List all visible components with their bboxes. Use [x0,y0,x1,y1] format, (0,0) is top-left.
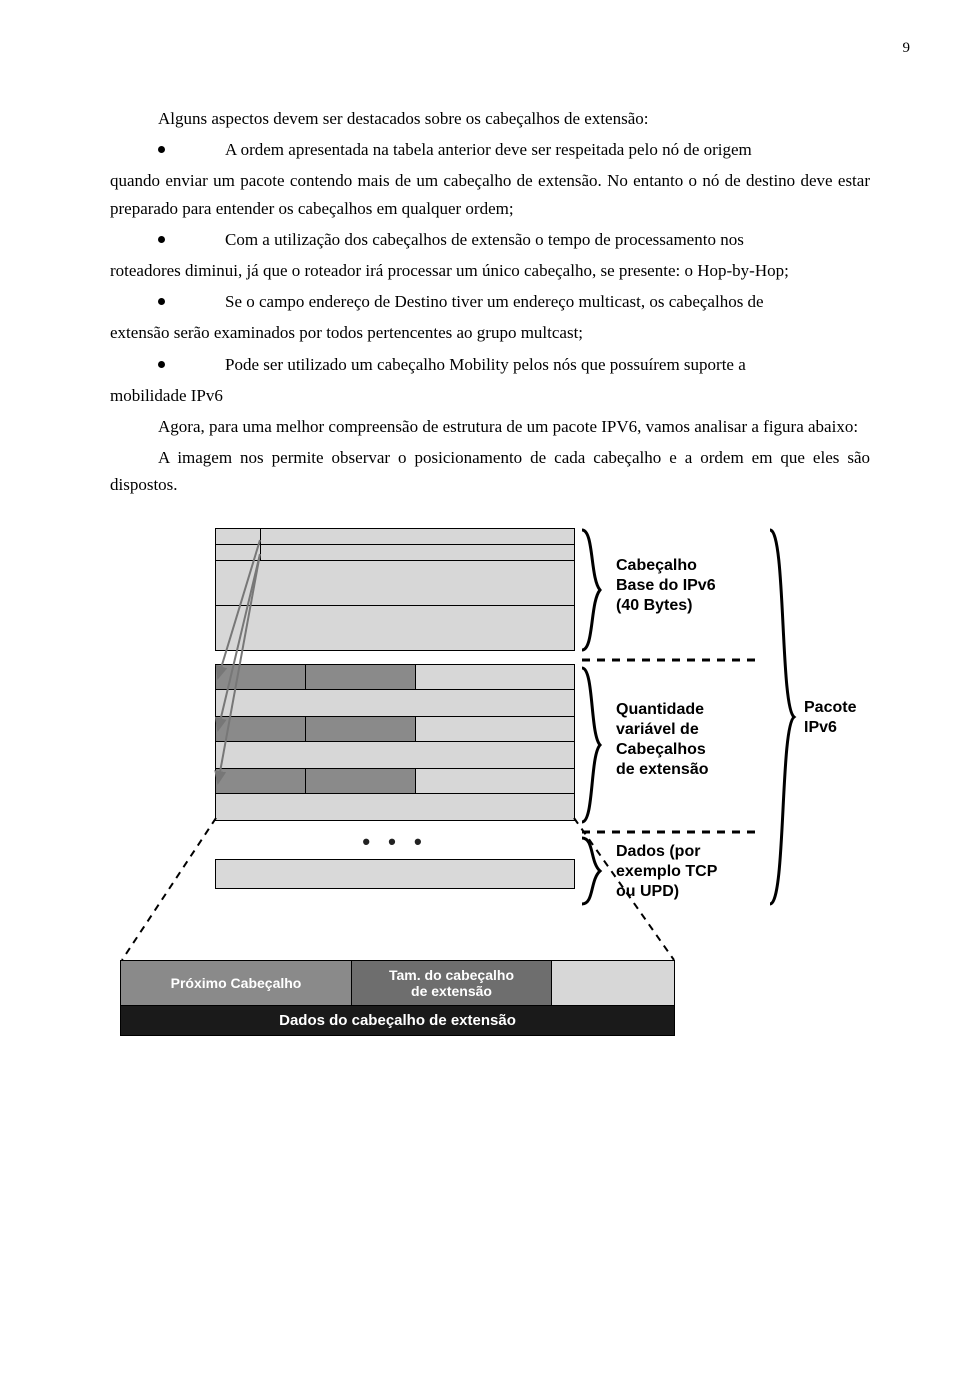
bullet-2-lead: Com a utilização dos cabeçalhos de exten… [225,226,870,253]
bullet-icon [158,361,165,368]
detail-ext-length: Tam. do cabeçalho de extensão [352,960,552,1006]
intro-paragraph: Alguns aspectos devem ser destacados sob… [110,105,870,132]
bullet-3-cont: extensão serão examinados por todos pert… [110,319,870,346]
base-header-row [215,528,575,545]
para-after-1: Agora, para uma melhor compreensão de es… [110,413,870,440]
ext-header-row [215,716,575,742]
payload-row [215,859,575,889]
detail-ext-data: Dados do cabeçalho de extensão [120,1006,675,1036]
ipv6-packet-diagram: • • • Cabeçalho Base do IPv6 (40 Bytes) … [120,528,860,1058]
bullet-4: Pode ser utilizado um cabeçalho Mobility… [110,351,870,378]
ext-header-row [215,689,575,717]
base-header-row [215,544,575,561]
bullet-4-cont: mobilidade IPv6 [110,382,870,409]
base-header-row [215,605,575,651]
dashed-line [582,658,762,662]
ext-header-detail: Próximo Cabeçalho Tam. do cabeçalho de e… [120,960,675,1036]
ext-header-row [215,664,575,690]
label-data: Dados (por exemplo TCP ou UPD) [616,842,717,902]
detail-next-header: Próximo Cabeçalho [120,960,352,1006]
bullet-3-lead: Se o campo endereço de Destino tiver um … [225,288,870,315]
bullet-4-lead: Pode ser utilizado um cabeçalho Mobility… [225,351,870,378]
ext-header-row [215,741,575,769]
para-after-2: A imagem nos permite observar o posicion… [110,444,870,498]
page-number: 9 [110,40,910,57]
bullet-2: Com a utilização dos cabeçalhos de exten… [110,226,870,253]
bullet-1: A ordem apresentada na tabela anterior d… [110,136,870,163]
brace-ext-icon [580,666,606,824]
label-packet: Pacote IPv6 [804,698,856,738]
ext-header-row [215,793,575,821]
bullet-3: Se o campo endereço de Destino tiver um … [110,288,870,315]
bullet-icon [158,298,165,305]
bullet-1-lead: A ordem apresentada na tabela anterior d… [225,136,870,163]
ext-header-row [215,768,575,794]
base-header-row [215,560,575,606]
brace-base-icon [580,528,606,652]
packet-stack: • • • [215,528,575,889]
brace-packet-icon [768,528,798,906]
brace-data-icon [580,836,606,906]
label-ext-headers: Quantidade variável de Cabeçalhos de ext… [616,700,708,780]
bullet-icon [158,236,165,243]
dashed-line [582,830,762,834]
label-base-header: Cabeçalho Base do IPv6 (40 Bytes) [616,556,716,616]
detail-spacer [552,960,675,1006]
bullet-2-cont: roteadores diminui, já que o roteador ir… [110,257,870,284]
bullet-1-cont: quando enviar um pacote contendo mais de… [110,167,870,221]
ellipsis-icon: • • • [215,829,575,855]
bullet-icon [158,146,165,153]
